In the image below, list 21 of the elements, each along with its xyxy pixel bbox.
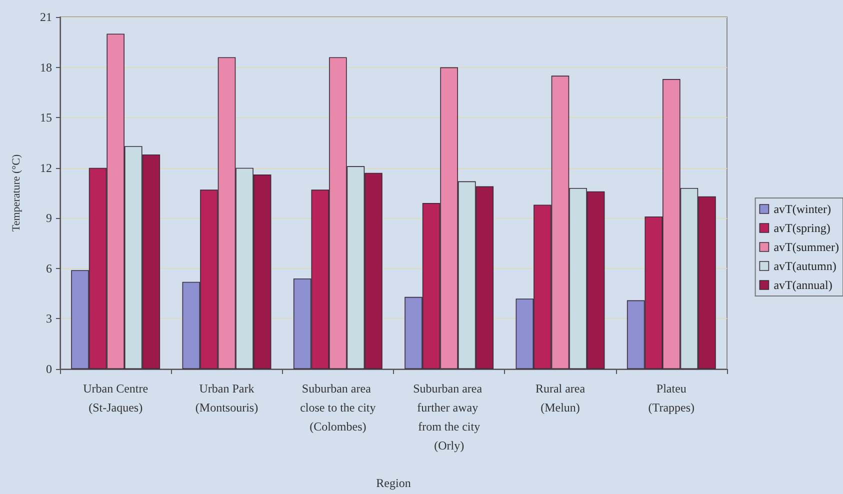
y-tick-label: 15 [40,110,52,125]
x-tick-label: Suburban area close to the city (Colombes) [300,382,376,434]
y-tick-label: 12 [40,160,52,175]
x-tick-label: Rural area (Melun) [535,382,586,414]
legend-label: avT(spring) [774,221,830,235]
x-axis-title: Region [376,476,411,490]
legend-label: avT(autumn) [774,259,836,273]
x-tick-label: Suburban area further away from the city (Orly) [413,382,486,452]
legend-label: avT(summer) [774,240,840,254]
x-tick-label: Urban Centre (St-Jaques) [83,382,148,414]
y-tick-label: 9 [46,211,52,226]
x-tick-label: Plateu (Trappes) [648,382,695,414]
y-tick-label: 0 [46,362,52,376]
legend-label: avT(annual) [774,278,832,292]
x-tick-label: Urban Park (Montsouris) [195,382,258,414]
y-tick-label: 6 [46,261,52,276]
legend-label: avT(winter) [774,202,832,216]
y-tick-label: 3 [46,312,52,326]
y-axis-title: Temperature (°C) [10,154,22,232]
y-tick-label: 18 [40,60,52,74]
y-tick-label: 21 [40,10,52,24]
